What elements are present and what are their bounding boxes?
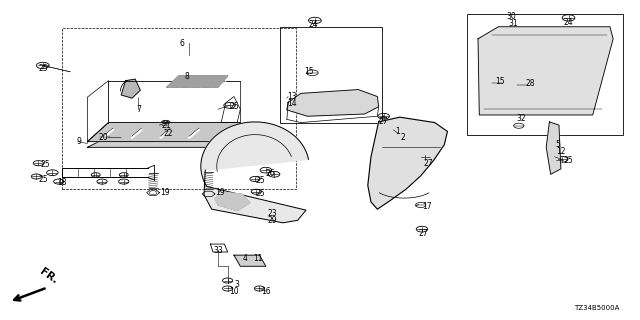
Text: 1: 1 [395, 127, 400, 136]
Text: 7: 7 [136, 105, 141, 114]
Text: 25: 25 [255, 176, 264, 185]
Text: 5: 5 [556, 140, 561, 149]
Text: TZ34B5000A: TZ34B5000A [574, 305, 620, 311]
Polygon shape [88, 123, 241, 142]
Text: 30: 30 [506, 12, 516, 21]
Text: 24: 24 [308, 20, 318, 29]
Text: 8: 8 [185, 72, 189, 81]
Text: 9: 9 [77, 137, 81, 146]
Text: 31: 31 [508, 19, 518, 28]
Text: 25: 25 [38, 174, 48, 184]
Text: 25: 25 [41, 160, 51, 169]
Circle shape [181, 131, 191, 136]
Text: 19: 19 [215, 188, 225, 197]
Text: 19: 19 [161, 188, 170, 197]
Text: 15: 15 [304, 67, 314, 76]
Polygon shape [287, 90, 379, 116]
Text: 27: 27 [419, 229, 428, 238]
Polygon shape [546, 122, 561, 174]
Circle shape [114, 134, 124, 139]
Text: 4: 4 [243, 254, 247, 263]
Polygon shape [234, 255, 266, 266]
Text: 25: 25 [38, 63, 48, 73]
Text: 25: 25 [255, 189, 264, 198]
Text: 3: 3 [234, 280, 239, 289]
Bar [280, 27, 383, 123]
Polygon shape [478, 27, 613, 115]
Text: FR.: FR. [38, 267, 60, 286]
Circle shape [143, 132, 153, 137]
Text: 16: 16 [261, 287, 271, 296]
Text: 27: 27 [423, 159, 433, 168]
Text: 17: 17 [422, 203, 431, 212]
Bar [467, 14, 623, 135]
Polygon shape [201, 122, 308, 223]
Text: 21: 21 [162, 121, 172, 130]
Text: 33: 33 [213, 246, 223, 255]
Text: 29: 29 [268, 216, 277, 225]
Polygon shape [215, 192, 250, 211]
Text: 15: 15 [495, 77, 505, 86]
Text: 23: 23 [268, 209, 277, 218]
Text: 20: 20 [99, 133, 108, 142]
Polygon shape [167, 76, 228, 87]
Text: 25: 25 [230, 102, 239, 111]
Text: 27: 27 [379, 117, 388, 126]
Text: 11: 11 [253, 254, 262, 263]
Text: 10: 10 [230, 287, 239, 296]
Text: 28: 28 [525, 79, 534, 88]
Text: 13: 13 [287, 92, 296, 101]
Bar [62, 28, 296, 189]
Text: 26: 26 [266, 169, 275, 178]
Text: 12: 12 [556, 147, 565, 156]
Text: 14: 14 [287, 99, 296, 108]
Text: 25: 25 [563, 156, 573, 165]
Text: 24: 24 [563, 18, 573, 27]
Text: 2: 2 [400, 133, 405, 142]
Text: 22: 22 [164, 129, 173, 138]
Text: 32: 32 [516, 114, 526, 123]
Text: 6: 6 [180, 39, 185, 48]
Polygon shape [121, 79, 140, 98]
Text: 18: 18 [58, 178, 67, 187]
Polygon shape [88, 141, 231, 147]
Circle shape [200, 130, 211, 135]
Polygon shape [368, 117, 447, 209]
